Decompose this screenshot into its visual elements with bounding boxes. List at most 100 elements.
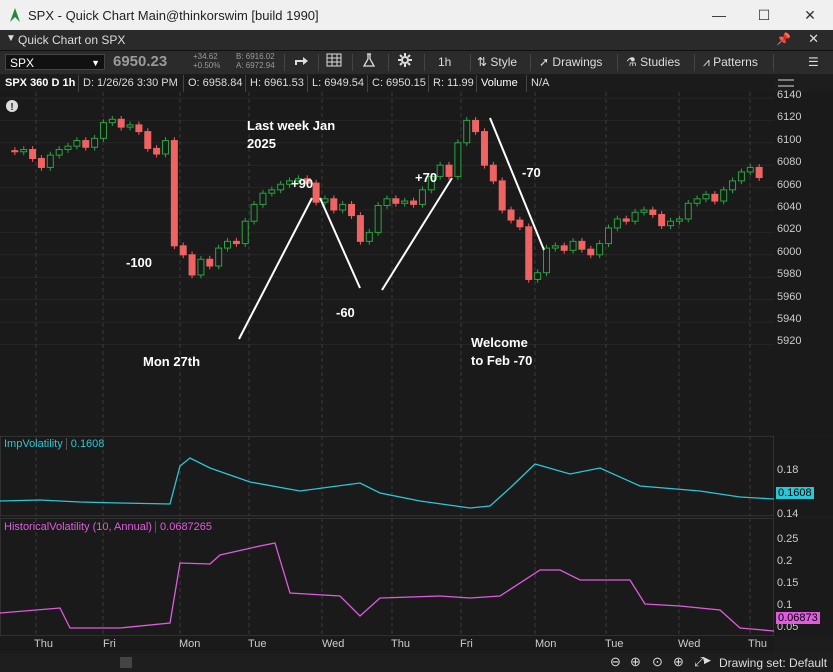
price-tick-label: 5960 xyxy=(777,290,802,303)
zoom-in-icon[interactable]: ⊕ xyxy=(630,654,641,669)
annotation-plus90: +90 xyxy=(291,176,314,191)
svg-text:!: ! xyxy=(10,102,13,113)
time-tick-label: Tue xyxy=(248,638,267,650)
price-tick-label: 6020 xyxy=(777,223,802,236)
candle xyxy=(569,238,577,254)
expand-icon[interactable]: ⤢ xyxy=(694,654,705,669)
candle xyxy=(64,142,72,153)
impvol-tick-label: 0.14 xyxy=(777,508,799,520)
grid-icon[interactable] xyxy=(326,53,342,72)
candle xyxy=(410,197,418,208)
histvol-axis: 0.25 0.2 0.15 0.1 0.05 0.06873 xyxy=(774,518,833,636)
studies-button[interactable]: ⚗ Studies xyxy=(626,53,680,72)
candle xyxy=(463,117,471,147)
aggregation-label: SPX 360 D 1h xyxy=(5,77,76,89)
price-axis[interactable]: 6140 6120 6100 6080 6060 6040 6020 6000 5980 5960… xyxy=(774,89,833,435)
annotation-welcome: Welcome xyxy=(471,335,528,350)
time-tick-label: Tue xyxy=(605,638,624,650)
thinkorswim-logo-icon xyxy=(10,8,20,22)
share-icon[interactable] xyxy=(293,53,309,72)
chart-info-bar: SPX 360 D 1h D: 1/26/26 3:30 PM O: 6958.… xyxy=(0,75,774,92)
candle xyxy=(542,244,550,277)
candle xyxy=(525,223,533,283)
chevron-down-icon[interactable]: ▼ xyxy=(91,58,100,68)
bottom-bar: ⊖ ⊕ ⊙ ⊕ ⤢ ▶ Drawing set: Default xyxy=(0,653,833,672)
bid-ask: B: 6916.02 A: 6972.94 xyxy=(236,52,275,70)
historicalvolatility-panel[interactable] xyxy=(0,518,774,636)
impvol-value-tag: 0.1608 xyxy=(776,487,814,499)
candle xyxy=(480,128,488,169)
time-axis[interactable]: Thu Fri Mon Tue Wed Thu Fri Mon Tue Wed Thu xyxy=(0,636,774,653)
candle xyxy=(693,195,701,207)
candle xyxy=(55,146,63,159)
candle xyxy=(73,137,81,150)
candle xyxy=(702,190,710,203)
patterns-button[interactable]: ⩘ Patterns xyxy=(703,53,758,72)
scrollbar-handle[interactable] xyxy=(120,657,132,668)
net-change: +34.62 +0.50% xyxy=(193,52,220,70)
candle xyxy=(330,195,338,214)
zoom-fit-icon[interactable]: ⊙ xyxy=(652,654,663,669)
info-volume: Volume xyxy=(476,75,518,92)
studies-label: Studies xyxy=(640,55,681,69)
pin-icon[interactable]: 📌 xyxy=(776,32,791,46)
candle xyxy=(622,215,630,225)
candle xyxy=(587,245,595,259)
style-button[interactable]: ⇅ Style xyxy=(477,53,517,72)
candle xyxy=(489,161,497,185)
info-date: D: 1/26/26 3:30 PM xyxy=(78,75,178,92)
candle xyxy=(551,242,559,252)
bid-value: B: 6916.02 xyxy=(236,52,275,61)
cursor-icon: ➚ xyxy=(539,55,550,69)
alert-icon[interactable] xyxy=(6,100,18,112)
candle xyxy=(675,215,683,225)
candle xyxy=(232,238,240,247)
candle xyxy=(250,201,258,225)
candle xyxy=(11,147,19,156)
close-window-button[interactable]: ✕ xyxy=(804,7,816,23)
quick-chart-label: Quick Chart on SPX xyxy=(18,33,126,47)
title-bar: SPX - Quick Chart Main@thinkorswim [buil… xyxy=(0,0,833,30)
zoom-out-icon[interactable]: ⊖ xyxy=(610,654,621,669)
time-tick-label: Fri xyxy=(460,638,473,650)
menu-icon[interactable]: ☰ xyxy=(808,55,819,69)
symbol-input[interactable]: SPX ▼ xyxy=(5,54,105,70)
price-tick-label: 5980 xyxy=(777,268,802,281)
price-tick-label: 6080 xyxy=(777,156,802,169)
style-icon: ⇅ xyxy=(477,55,488,69)
time-tick-label: Wed xyxy=(322,638,345,650)
scale-icon[interactable] xyxy=(776,76,796,90)
candle xyxy=(348,201,356,219)
candle xyxy=(507,206,515,224)
candle xyxy=(392,195,400,207)
price-tick-label: 6000 xyxy=(777,245,802,258)
change-pct-value: +0.50% xyxy=(193,61,221,70)
impvolatility-panel[interactable] xyxy=(0,436,774,516)
drawings-button[interactable]: ➚ Drawings xyxy=(539,53,602,72)
histvol-header: HistoricalVolatility (10, Annual) 0.0687… xyxy=(4,520,213,535)
candle xyxy=(605,224,613,247)
flask-icon[interactable] xyxy=(362,53,376,72)
price-chart[interactable]: ! xyxy=(0,92,774,435)
drawing-set-label[interactable]: Drawing set: Default xyxy=(719,656,828,670)
candle xyxy=(356,212,364,245)
candle xyxy=(37,155,45,171)
time-tick-label: Mon xyxy=(179,638,201,650)
change-value: +34.62 xyxy=(193,52,218,61)
timeframe-button[interactable]: 1h xyxy=(438,55,452,69)
candle xyxy=(365,229,373,245)
symbol-value: SPX xyxy=(10,56,35,70)
crosshair-icon[interactable]: ⊕ xyxy=(673,654,684,669)
maximize-button[interactable]: ☐ xyxy=(757,7,771,23)
price-tick-label: 6100 xyxy=(777,133,802,146)
gear-icon[interactable] xyxy=(398,53,412,72)
chevron-down-icon[interactable]: ▼ xyxy=(6,33,16,44)
patterns-icon: ⩘ xyxy=(703,55,710,69)
candle xyxy=(720,186,728,205)
candle xyxy=(135,121,143,135)
minimize-button[interactable]: — xyxy=(712,7,726,23)
ask-value: A: 6972.94 xyxy=(236,61,275,70)
time-tick-label: Thu xyxy=(748,638,767,650)
histvol-value-tag: 0.06873 xyxy=(776,612,820,624)
close-panel-icon[interactable]: ✕ xyxy=(808,31,819,46)
